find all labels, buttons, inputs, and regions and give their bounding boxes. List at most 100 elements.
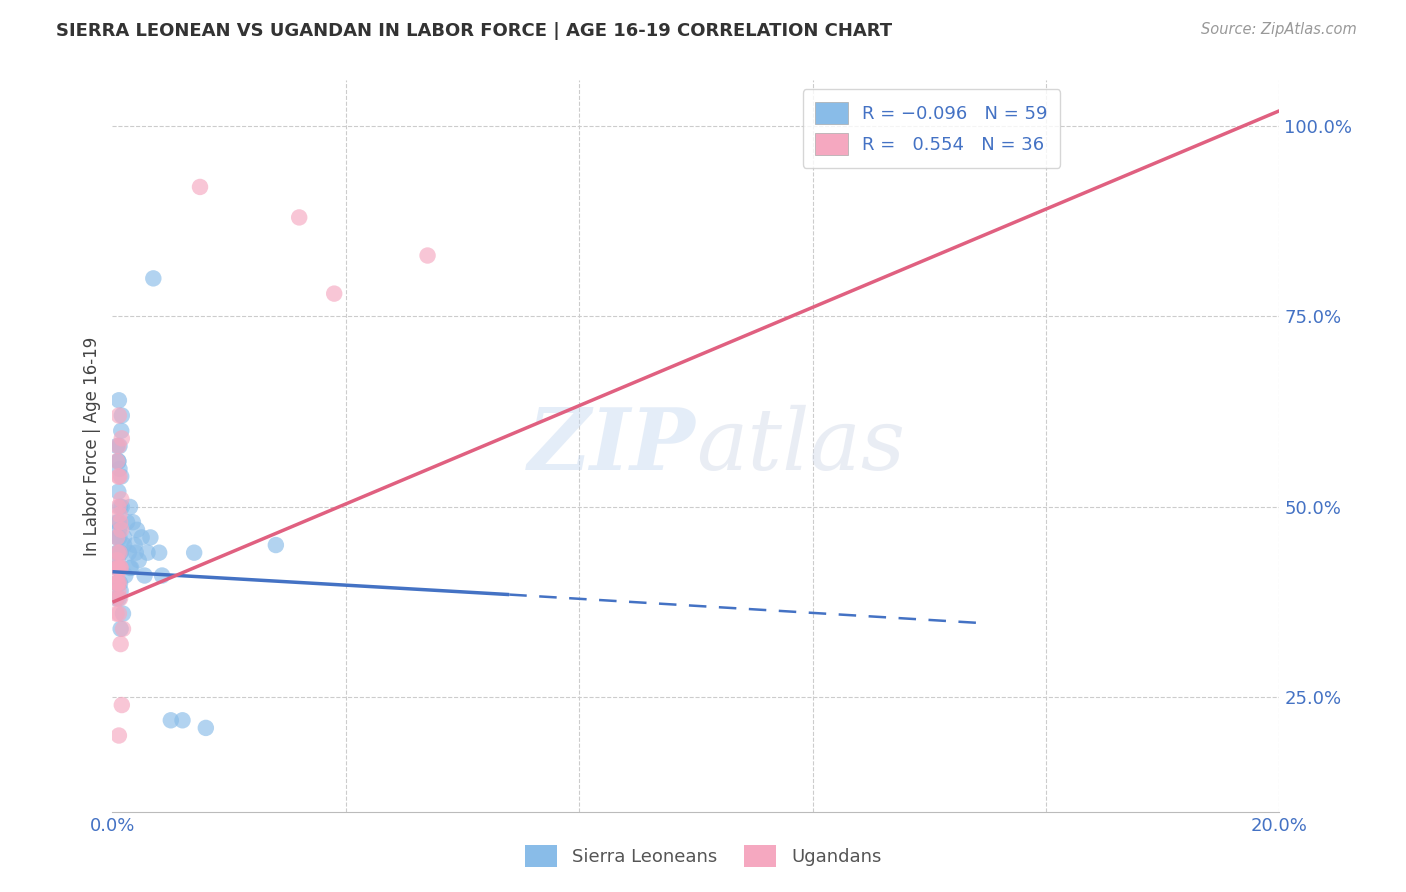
Point: [110, 637, 132, 651]
Point: [150, 568, 173, 582]
Point: [107, 576, 129, 591]
Point: [288, 211, 311, 225]
Point: [112, 530, 135, 544]
Point: [107, 546, 129, 560]
Point: [110, 492, 132, 507]
Point: [264, 538, 287, 552]
Point: [110, 622, 132, 636]
Point: [108, 591, 131, 606]
Point: [105, 607, 128, 621]
Point: [105, 568, 128, 582]
Point: [111, 500, 134, 514]
Point: [108, 576, 131, 591]
Point: [115, 515, 138, 529]
Point: [108, 393, 131, 408]
Point: [114, 568, 136, 582]
Point: [110, 523, 132, 537]
Point: [107, 469, 129, 483]
Point: [110, 469, 132, 483]
Point: [105, 530, 128, 544]
Point: [118, 561, 141, 575]
Point: [108, 523, 131, 537]
Point: [107, 561, 129, 575]
Text: ZIP: ZIP: [529, 404, 696, 488]
Point: [105, 576, 128, 591]
Point: [107, 553, 129, 567]
Point: [108, 409, 131, 423]
Point: [105, 546, 128, 560]
Point: [107, 439, 129, 453]
Point: [107, 500, 129, 514]
Point: [125, 546, 148, 560]
Text: Source: ZipAtlas.com: Source: ZipAtlas.com: [1201, 22, 1357, 37]
Point: [108, 439, 131, 453]
Point: [108, 546, 131, 560]
Point: [107, 583, 129, 598]
Point: [118, 546, 141, 560]
Point: [107, 576, 129, 591]
Point: [108, 515, 131, 529]
Point: [108, 462, 131, 476]
Point: [108, 591, 131, 606]
Point: [108, 508, 131, 522]
Point: [111, 622, 134, 636]
Legend: R = −0.096   N = 59, R =   0.554   N = 36: R = −0.096 N = 59, R = 0.554 N = 36: [803, 89, 1060, 168]
Point: [416, 248, 439, 262]
Point: [105, 553, 128, 567]
Point: [112, 538, 135, 552]
Point: [105, 561, 128, 575]
Point: [194, 721, 217, 735]
Point: [105, 439, 128, 453]
Point: [107, 454, 129, 468]
Point: [110, 561, 132, 575]
Point: [105, 576, 128, 591]
Point: [107, 561, 129, 575]
Point: [108, 607, 131, 621]
Point: [148, 546, 170, 560]
Point: [139, 530, 162, 544]
Point: [134, 568, 156, 582]
Point: [105, 515, 128, 529]
Point: [172, 714, 194, 728]
Point: [107, 530, 129, 544]
Point: [108, 561, 131, 575]
Point: [105, 591, 128, 606]
Point: [108, 530, 131, 544]
Point: [160, 714, 183, 728]
Point: [111, 607, 134, 621]
Point: [107, 546, 129, 560]
Point: [118, 500, 141, 514]
Point: [128, 553, 150, 567]
Point: [323, 286, 346, 301]
Point: [105, 530, 128, 544]
Point: [108, 576, 131, 591]
Point: [108, 500, 131, 514]
Text: SIERRA LEONEAN VS UGANDAN IN LABOR FORCE | AGE 16-19 CORRELATION CHART: SIERRA LEONEAN VS UGANDAN IN LABOR FORCE…: [56, 22, 893, 40]
Point: [122, 515, 145, 529]
Point: [107, 561, 129, 575]
Point: [105, 454, 128, 468]
Point: [131, 530, 153, 544]
Point: [107, 484, 129, 499]
Point: [108, 469, 131, 483]
Point: [105, 591, 128, 606]
Point: [111, 698, 134, 712]
Point: [111, 409, 134, 423]
Point: [108, 515, 131, 529]
Point: [108, 546, 131, 560]
Point: [136, 546, 159, 560]
Legend: Sierra Leoneans, Ugandans: Sierra Leoneans, Ugandans: [517, 838, 889, 874]
Point: [107, 454, 129, 468]
Text: atlas: atlas: [696, 405, 905, 487]
Point: [188, 180, 211, 194]
Point: [183, 546, 205, 560]
Point: [108, 729, 131, 743]
Point: [111, 431, 134, 445]
Point: [124, 538, 146, 552]
Point: [120, 561, 142, 575]
Point: [125, 523, 148, 537]
Point: [107, 561, 129, 575]
Point: [110, 424, 132, 438]
Point: [110, 546, 132, 560]
Point: [142, 271, 165, 285]
